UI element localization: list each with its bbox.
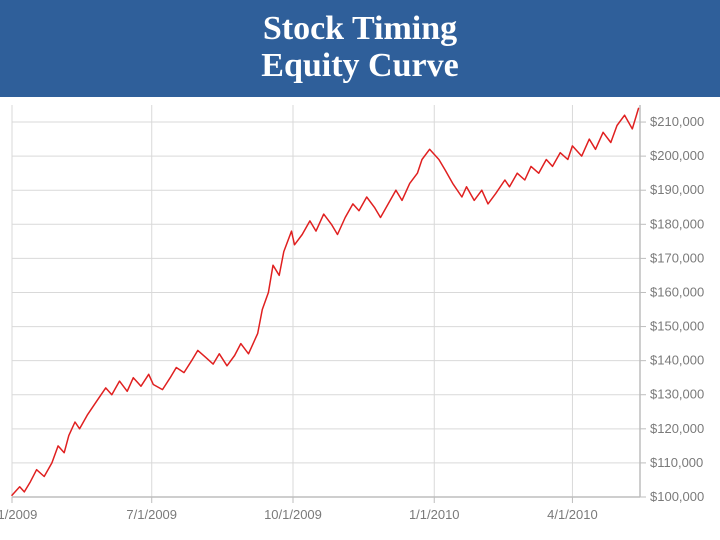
x-tick-label: 1/1/2010 [409,507,460,522]
x-tick-label: 4/1/2009 [0,507,37,522]
y-tick-label: $160,000 [650,284,704,299]
title-line-1: Stock Timing [0,10,720,47]
title-bar: Stock Timing Equity Curve [0,0,720,97]
y-tick-label: $120,000 [650,421,704,436]
y-tick-label: $210,000 [650,114,704,129]
equity-chart: $100,000 $110,000 $120,000 $130,000 $140,000… [0,97,720,537]
y-tick-label: $110,000 [650,455,703,470]
y-tick-label: $170,000 [650,250,704,265]
y-tick-label: $150,000 [650,318,704,333]
x-tick-label: 4/1/2010 [547,507,598,522]
x-tick-label: 7/1/2009 [126,507,177,522]
y-tick-label: $100,000 [650,489,704,504]
y-tick-label: $180,000 [650,216,704,231]
y-tick-label: $140,000 [650,352,704,367]
y-tick-label: $200,000 [650,148,704,163]
y-tick-label: $190,000 [650,182,704,197]
x-tick-label: 10/1/2009 [264,507,322,522]
equity-chart-svg: $100,000 $110,000 $120,000 $130,000 $140,000… [0,97,720,537]
y-tick-label: $130,000 [650,387,704,402]
title-line-2: Equity Curve [0,47,720,84]
